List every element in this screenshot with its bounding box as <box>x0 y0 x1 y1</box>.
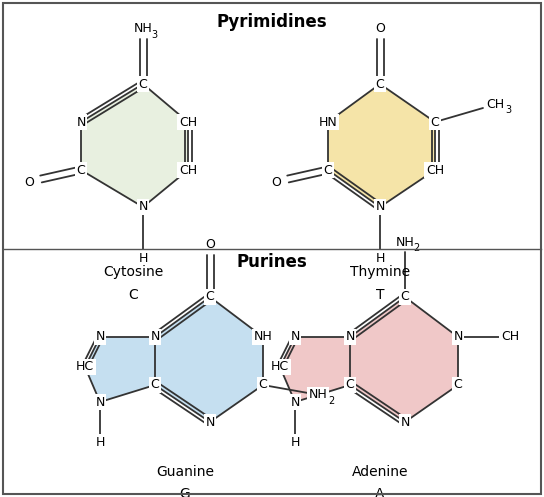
Text: CH: CH <box>179 164 197 176</box>
Text: O: O <box>24 175 34 188</box>
Text: Guanine: Guanine <box>156 465 214 479</box>
Text: O: O <box>375 22 385 35</box>
Text: H: H <box>290 435 300 448</box>
Text: O: O <box>205 239 215 251</box>
Text: Purines: Purines <box>237 253 307 271</box>
Text: Adenine: Adenine <box>352 465 408 479</box>
Text: N: N <box>95 396 104 409</box>
Text: N: N <box>400 415 410 428</box>
Text: Cytosine: Cytosine <box>103 265 163 279</box>
Polygon shape <box>280 337 350 402</box>
Text: CH: CH <box>501 331 519 343</box>
Text: N: N <box>453 331 463 343</box>
Text: C: C <box>128 288 138 302</box>
Text: N: N <box>150 331 160 343</box>
Text: N: N <box>138 200 147 214</box>
Text: C: C <box>324 164 332 176</box>
Polygon shape <box>350 297 458 422</box>
Text: C: C <box>77 164 85 176</box>
Text: A: A <box>375 487 385 497</box>
Text: C: C <box>345 379 354 392</box>
Text: G: G <box>180 487 190 497</box>
Polygon shape <box>81 84 188 207</box>
Text: 3: 3 <box>505 105 511 115</box>
Text: N: N <box>205 415 215 428</box>
Text: HN: HN <box>319 115 337 129</box>
Text: T: T <box>376 288 384 302</box>
Text: N: N <box>345 331 355 343</box>
Text: C: C <box>431 115 440 129</box>
Text: CH: CH <box>179 115 197 129</box>
Text: H: H <box>375 252 385 265</box>
Text: CH: CH <box>486 97 504 110</box>
Text: C: C <box>139 78 147 90</box>
Text: NH: NH <box>395 236 415 248</box>
Text: C: C <box>454 379 462 392</box>
Text: O: O <box>271 175 281 188</box>
Text: N: N <box>290 331 300 343</box>
Text: H: H <box>95 435 104 448</box>
Text: NH: NH <box>134 22 152 35</box>
Text: 2: 2 <box>413 243 419 253</box>
Text: NH: NH <box>254 331 273 343</box>
Text: N: N <box>375 200 385 214</box>
Text: N: N <box>290 396 300 409</box>
Text: C: C <box>206 291 214 304</box>
Text: N: N <box>76 115 86 129</box>
Text: C: C <box>151 379 159 392</box>
Polygon shape <box>85 337 155 402</box>
Text: C: C <box>258 379 267 392</box>
Text: C: C <box>375 78 385 90</box>
Text: 2: 2 <box>328 396 334 406</box>
Text: N: N <box>95 331 104 343</box>
Text: CH: CH <box>426 164 444 176</box>
Text: 3: 3 <box>151 30 157 40</box>
Text: C: C <box>400 291 410 304</box>
Text: Thymine: Thymine <box>350 265 410 279</box>
Polygon shape <box>328 84 435 207</box>
Text: HC: HC <box>76 360 94 374</box>
Text: NH: NH <box>308 389 327 402</box>
Polygon shape <box>155 297 263 422</box>
Text: H: H <box>138 252 147 265</box>
Text: Pyrimidines: Pyrimidines <box>217 13 327 31</box>
Text: HC: HC <box>271 360 289 374</box>
